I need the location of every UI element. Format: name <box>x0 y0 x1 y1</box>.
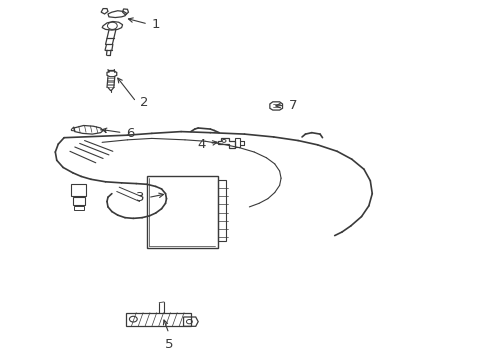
Text: 2: 2 <box>140 96 148 109</box>
Text: 5: 5 <box>164 338 173 351</box>
Text: 4: 4 <box>197 138 205 150</box>
Text: 1: 1 <box>152 18 160 31</box>
Text: 6: 6 <box>126 127 135 140</box>
Text: 3: 3 <box>136 192 144 204</box>
Text: 7: 7 <box>288 99 296 112</box>
